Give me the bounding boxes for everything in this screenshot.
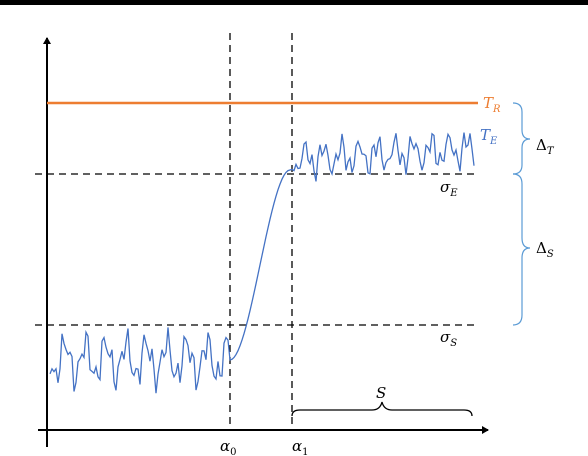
alpha-1-label: α1: [292, 437, 309, 456]
t-e-curve: [49, 132, 475, 394]
s-brace: [291, 401, 473, 417]
delta-t-brace: [512, 102, 531, 175]
sigma-e-label: σE: [440, 178, 458, 199]
alpha-0-label: α0: [220, 437, 237, 456]
delta-s-label: ΔS: [536, 239, 554, 260]
top-border: [0, 0, 588, 5]
delta-t-label: ΔT: [536, 136, 555, 157]
s-label: S: [376, 384, 386, 402]
sigma-s-label: σS: [440, 328, 457, 349]
t-e-label: TE: [480, 126, 498, 147]
t-r-label: TR: [483, 94, 501, 115]
delta-s-brace: [512, 173, 531, 326]
